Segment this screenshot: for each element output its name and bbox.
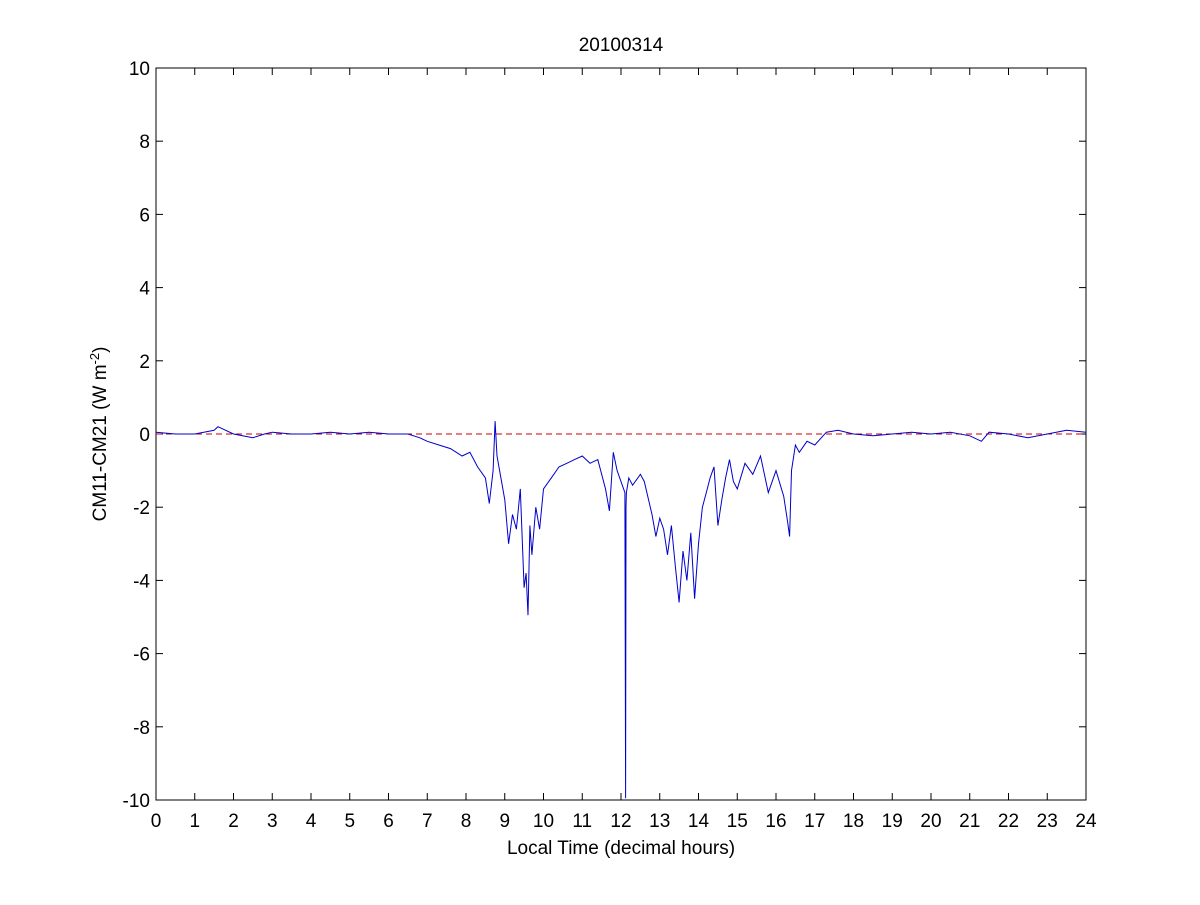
x-tick-label: 14 — [688, 811, 710, 832]
y-axis-title: CM11-CM21 (W m-2) — [87, 347, 112, 522]
y-tick-label: -6 — [133, 645, 150, 666]
x-tick-label: 19 — [882, 811, 903, 832]
x-tick-label: 4 — [306, 811, 317, 832]
y-tick-label: -4 — [133, 571, 150, 592]
x-tick-label: 0 — [151, 811, 162, 832]
x-tick-label: 12 — [610, 811, 631, 832]
y-axis-title-main: CM11-CM21 (W m — [90, 364, 111, 521]
x-tick-label: 1 — [189, 811, 200, 832]
x-tick-label: 21 — [959, 811, 980, 832]
x-tick-label: 9 — [499, 811, 510, 832]
x-tick-label: 10 — [533, 811, 554, 832]
axis-ticks: 0 1 2 3 4 5 6 7 8 9 10 11 12 13 14 15 16 17 18 19 20 21 22 23 24… — [123, 59, 1097, 832]
x-tick-label: 11 — [572, 811, 592, 832]
y-axis-title-superscript: -2 — [87, 353, 102, 365]
x-tick-label: 15 — [727, 811, 748, 832]
y-tick-label: 4 — [139, 279, 150, 300]
y-tick-label: 2 — [139, 352, 150, 373]
x-tick-label: 23 — [1037, 811, 1058, 832]
y-tick-label: 0 — [139, 425, 150, 446]
x-tick-label: 17 — [804, 811, 825, 832]
x-axis-title: Local Time (decimal hours) — [507, 838, 735, 859]
x-tick-label: 6 — [383, 811, 394, 832]
x-tick-label: 8 — [461, 811, 472, 832]
x-tick-label: 2 — [228, 811, 239, 832]
x-tick-label: 3 — [267, 811, 278, 832]
x-tick-label: 5 — [344, 811, 355, 832]
y-axis-title-close: ) — [90, 347, 111, 353]
y-tick-label: -8 — [133, 718, 150, 739]
chart-title: 20100314 — [579, 35, 664, 56]
y-tick-label: 8 — [139, 132, 150, 153]
x-tick-label: 24 — [1075, 811, 1097, 832]
x-tick-label: 22 — [998, 811, 1019, 832]
x-tick-label: 16 — [765, 811, 786, 832]
x-tick-label: 13 — [649, 811, 670, 832]
y-tick-label: -10 — [123, 791, 150, 812]
x-tick-label: 18 — [843, 811, 864, 832]
y-tick-label: 10 — [129, 59, 150, 80]
x-tick-label: 20 — [920, 811, 941, 832]
x-tick-label: 7 — [422, 811, 433, 832]
series-layer — [155, 421, 1087, 799]
y-tick-label: 6 — [139, 205, 150, 226]
y-tick-label: -2 — [133, 498, 150, 519]
series-line — [155, 421, 1087, 799]
